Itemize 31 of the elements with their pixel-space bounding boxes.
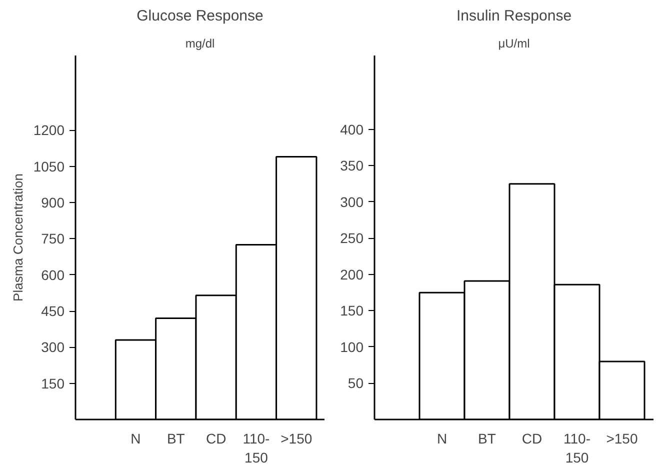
y-tick-label: 1200 [33,122,65,138]
y-axis-title: Plasma Concentration [10,174,26,302]
y-tick-label: 50 [348,375,364,392]
y-tick-label: 1050 [33,158,65,174]
chart-subtitle: μU/ml [498,36,530,50]
chart-title: Glucose Response [136,8,264,24]
chart-subtitle: mg/dl [185,36,215,50]
y-tick-label: 200 [340,266,364,282]
x-tick-label: N [130,430,141,446]
chart-title: Insulin Response [456,8,572,24]
y-tick-label: 750 [41,230,65,247]
y-tick-label: 300 [340,194,364,210]
y-tick-label: 600 [41,266,65,283]
x-tick-label: 110- 150 [564,430,591,466]
y-tick-label: 150 [340,302,364,319]
y-tick-label: 150 [41,375,65,392]
x-tick-label: BT [478,430,496,446]
y-tick-label: 400 [340,121,364,138]
y-tick-label: 900 [41,194,65,211]
y-tick-label: 100 [340,338,364,355]
y-tick-label: 250 [340,230,364,246]
x-tick-label: >150 [606,430,638,446]
y-tick-label: 450 [41,303,65,320]
x-tick-label: CD [206,430,226,446]
y-tick-label: 350 [340,158,364,174]
x-tick-label: N [436,430,448,446]
x-tick-label: CD [522,430,542,446]
x-tick-label: >150 [280,430,312,446]
x-tick-label: BT [166,430,186,446]
y-tick-label: 300 [41,339,65,356]
x-tick-label: 110- 150 [242,430,270,466]
